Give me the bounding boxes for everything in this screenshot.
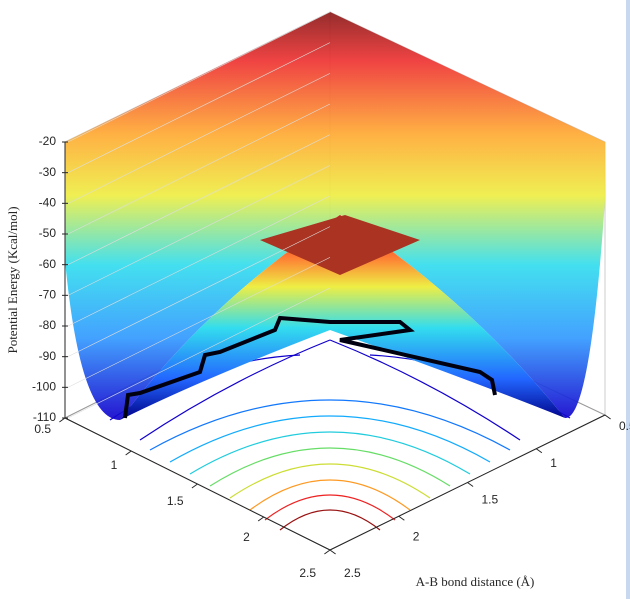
grid-line: [67, 42, 331, 173]
surface-wall: [65, 12, 605, 420]
surface-dome: [120, 215, 565, 420]
tick-label: 0.5: [34, 422, 51, 436]
grid-line: [67, 226, 331, 357]
tick: [398, 515, 405, 521]
surface-top: [260, 215, 420, 275]
tick-label: 1: [111, 458, 118, 472]
tick-label: 2.5: [299, 566, 316, 580]
grid-line: [67, 195, 331, 327]
z-tick-label: -70: [39, 288, 57, 302]
grid-line: [67, 103, 331, 235]
tick-label: 1.5: [482, 493, 499, 507]
tick: [191, 483, 198, 489]
z-tick-label: -110: [33, 410, 56, 424]
z-tick-label: -60: [39, 257, 57, 271]
tick-label: 2.5: [344, 566, 361, 580]
contours: [109, 339, 571, 531]
grid-line: [67, 134, 331, 265]
grid-line: [67, 11, 331, 143]
tick-label: 0.5: [619, 419, 630, 433]
tick-label: 2: [243, 530, 250, 544]
grid-line: [67, 257, 331, 388]
x-axis-label: A-B bond distance (Å): [416, 574, 535, 589]
z-tick-label: -40: [39, 196, 57, 210]
tick: [467, 482, 474, 487]
tick: [257, 516, 265, 522]
z-axis-label: Potential Energy (Kcal/mol): [5, 206, 20, 353]
z-tick-label: -90: [39, 349, 57, 363]
grid-line: [67, 287, 331, 419]
tick: [324, 549, 331, 555]
tick: [329, 549, 336, 555]
tick: [535, 448, 543, 454]
z-tick-label: -30: [39, 165, 57, 179]
window-border: [626, 0, 630, 599]
tick: [125, 450, 132, 456]
z-tick-label: -80: [39, 318, 57, 332]
z-tick-label: -50: [39, 226, 57, 240]
tick: [604, 414, 611, 420]
z-tick-label: -20: [39, 134, 57, 148]
tick-label: 2: [413, 529, 420, 543]
grid-line: [67, 73, 331, 204]
grid-line: [67, 165, 331, 296]
tick: [59, 417, 66, 423]
tick-label: 1: [550, 456, 557, 470]
tick-label: 1.5: [167, 494, 184, 508]
z-tick-label: -100: [32, 380, 56, 394]
trajectory: [123, 315, 497, 419]
